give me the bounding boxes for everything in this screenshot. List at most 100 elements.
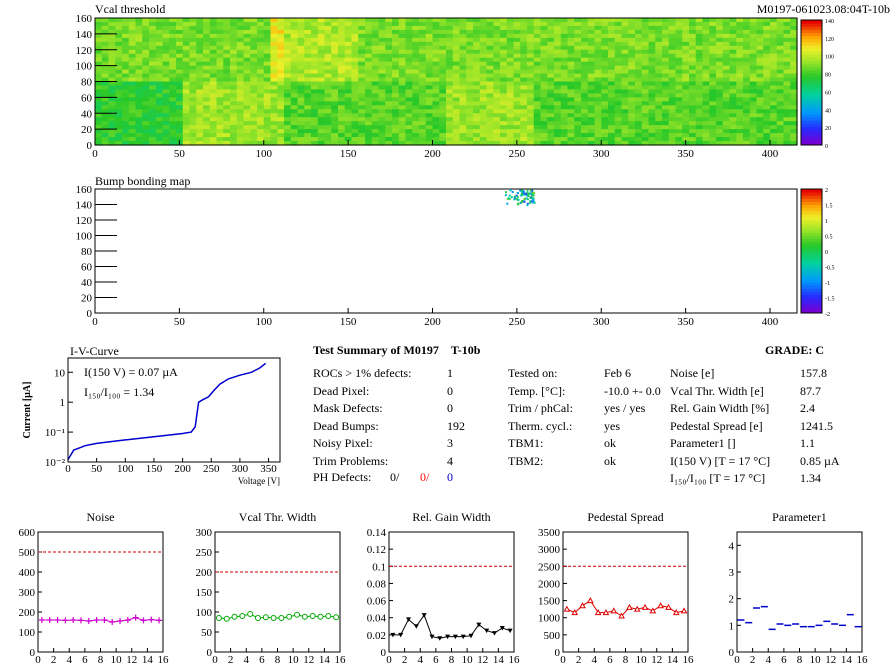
vcal-pixel — [425, 37, 434, 43]
vcal-pixel — [770, 77, 778, 83]
vcal-pixel — [493, 97, 501, 102]
vcal-pixel — [459, 141, 467, 146]
vcal-pixel — [601, 73, 609, 79]
vcal-pixel — [716, 77, 724, 83]
vcal-pixel — [230, 69, 238, 75]
vcal-pixel — [689, 25, 697, 31]
vcal-pixel — [581, 21, 589, 27]
vcal-pixel — [506, 121, 515, 126]
vcal-pixel — [304, 21, 312, 27]
vcal-pixel — [149, 129, 157, 134]
vcal-pixel — [412, 113, 420, 118]
vcal-pixel — [560, 117, 569, 122]
vcal-pixel — [284, 33, 292, 39]
vcal-pixel — [790, 73, 798, 79]
vcal-pixel — [162, 101, 170, 106]
vcal-pixel — [783, 85, 791, 91]
vcal-pixel — [284, 29, 292, 35]
vcal-pixel — [790, 105, 798, 110]
vcal-pixel — [682, 61, 690, 67]
vcal-pixel — [594, 18, 602, 23]
x-tick-label: 10 — [288, 654, 300, 666]
vcal-pixel — [702, 77, 710, 83]
vcal-pixel — [371, 41, 380, 47]
vcal-pixel — [783, 77, 791, 83]
vcal-pixel — [371, 69, 380, 75]
vcal-pixel — [169, 45, 177, 51]
vcal-pixel — [641, 141, 650, 146]
vcal-pixel — [749, 109, 758, 114]
vcal-pixel — [338, 61, 346, 67]
x-tick-label: 12 — [651, 654, 662, 666]
vcal-pixel — [560, 141, 569, 146]
dead-bump-pixel — [521, 194, 524, 197]
vcal-pixel — [486, 18, 494, 23]
vcal-pixel — [331, 105, 339, 110]
vcal-pixel — [506, 57, 515, 63]
vcal-pixel — [567, 121, 575, 126]
vcal-pixel — [581, 105, 589, 110]
vcal-pixel — [628, 69, 636, 75]
vcal-pixel — [459, 89, 467, 95]
vcal-pixel — [338, 141, 346, 146]
vcal-pixel — [506, 49, 515, 55]
vcal-pixel — [230, 73, 238, 79]
vcal-pixel — [648, 117, 656, 122]
vcal-pixel — [243, 57, 251, 63]
vcal-pixel — [560, 89, 569, 95]
vcal-pixel — [304, 33, 312, 39]
vcal-pixel — [621, 49, 629, 55]
vcal-pixel — [365, 125, 373, 130]
vcal-pixel — [203, 133, 211, 138]
vcal-pixel — [513, 109, 521, 114]
data-point — [445, 634, 451, 640]
vcal-pixel — [493, 129, 501, 134]
vcal-pixel — [533, 49, 542, 55]
x-tick-label: 2 — [576, 654, 582, 666]
vcal-pixel — [277, 65, 285, 71]
vcal-pixel — [338, 93, 346, 98]
vcal-pixel — [790, 109, 798, 114]
vcal-pixel — [439, 93, 447, 98]
summary-label: Dead Bumps: — [313, 418, 379, 433]
vcal-pixel — [587, 121, 596, 126]
summary-value: 0.85 µA — [800, 453, 840, 468]
vcal-pixel — [439, 113, 447, 118]
iv-series-line — [67, 362, 267, 460]
vcal-pixel — [581, 73, 589, 79]
ph-defects-value-2: 0/ — [420, 470, 430, 484]
colorbar-swatch — [801, 138, 822, 143]
vcal-pixel — [668, 137, 677, 142]
vcal-pixel — [378, 101, 386, 106]
vcal-pixel — [648, 45, 656, 51]
x-tick-label: 100 — [117, 463, 134, 475]
vcal-pixel — [493, 117, 501, 122]
data-point — [413, 624, 419, 629]
y-tick-label: 0 — [207, 647, 213, 659]
vcal-pixel — [108, 49, 116, 55]
plot-rel-gain-width — [388, 531, 515, 653]
vcal-pixel — [243, 53, 251, 59]
vcal-pixel — [149, 109, 157, 114]
vcal-pixel — [108, 21, 116, 27]
vcal-pixel — [412, 49, 420, 55]
vcal-pixel — [601, 125, 609, 130]
vcal-pixel — [216, 25, 224, 31]
vcal-pixel — [655, 37, 663, 43]
vcal-pixel — [655, 33, 663, 39]
colorbar-swatch — [801, 20, 822, 24]
summary-label: Trim / phCal: — [508, 401, 573, 415]
vcal-pixel — [304, 61, 312, 67]
vcal-pixel — [311, 29, 319, 35]
vcal-pixel — [540, 137, 548, 142]
vcal-pixel — [351, 89, 359, 95]
dead-bump-pixel — [531, 200, 533, 203]
summary-value: yes / yes — [604, 401, 646, 415]
data-point — [333, 614, 340, 621]
vcal-pixel — [176, 21, 184, 27]
vcal-pixel — [736, 18, 744, 23]
vcal-pixel — [223, 121, 231, 126]
vcal-pixel — [790, 97, 798, 102]
vcal-pixel — [122, 77, 130, 83]
vcal-pixel — [614, 121, 623, 126]
